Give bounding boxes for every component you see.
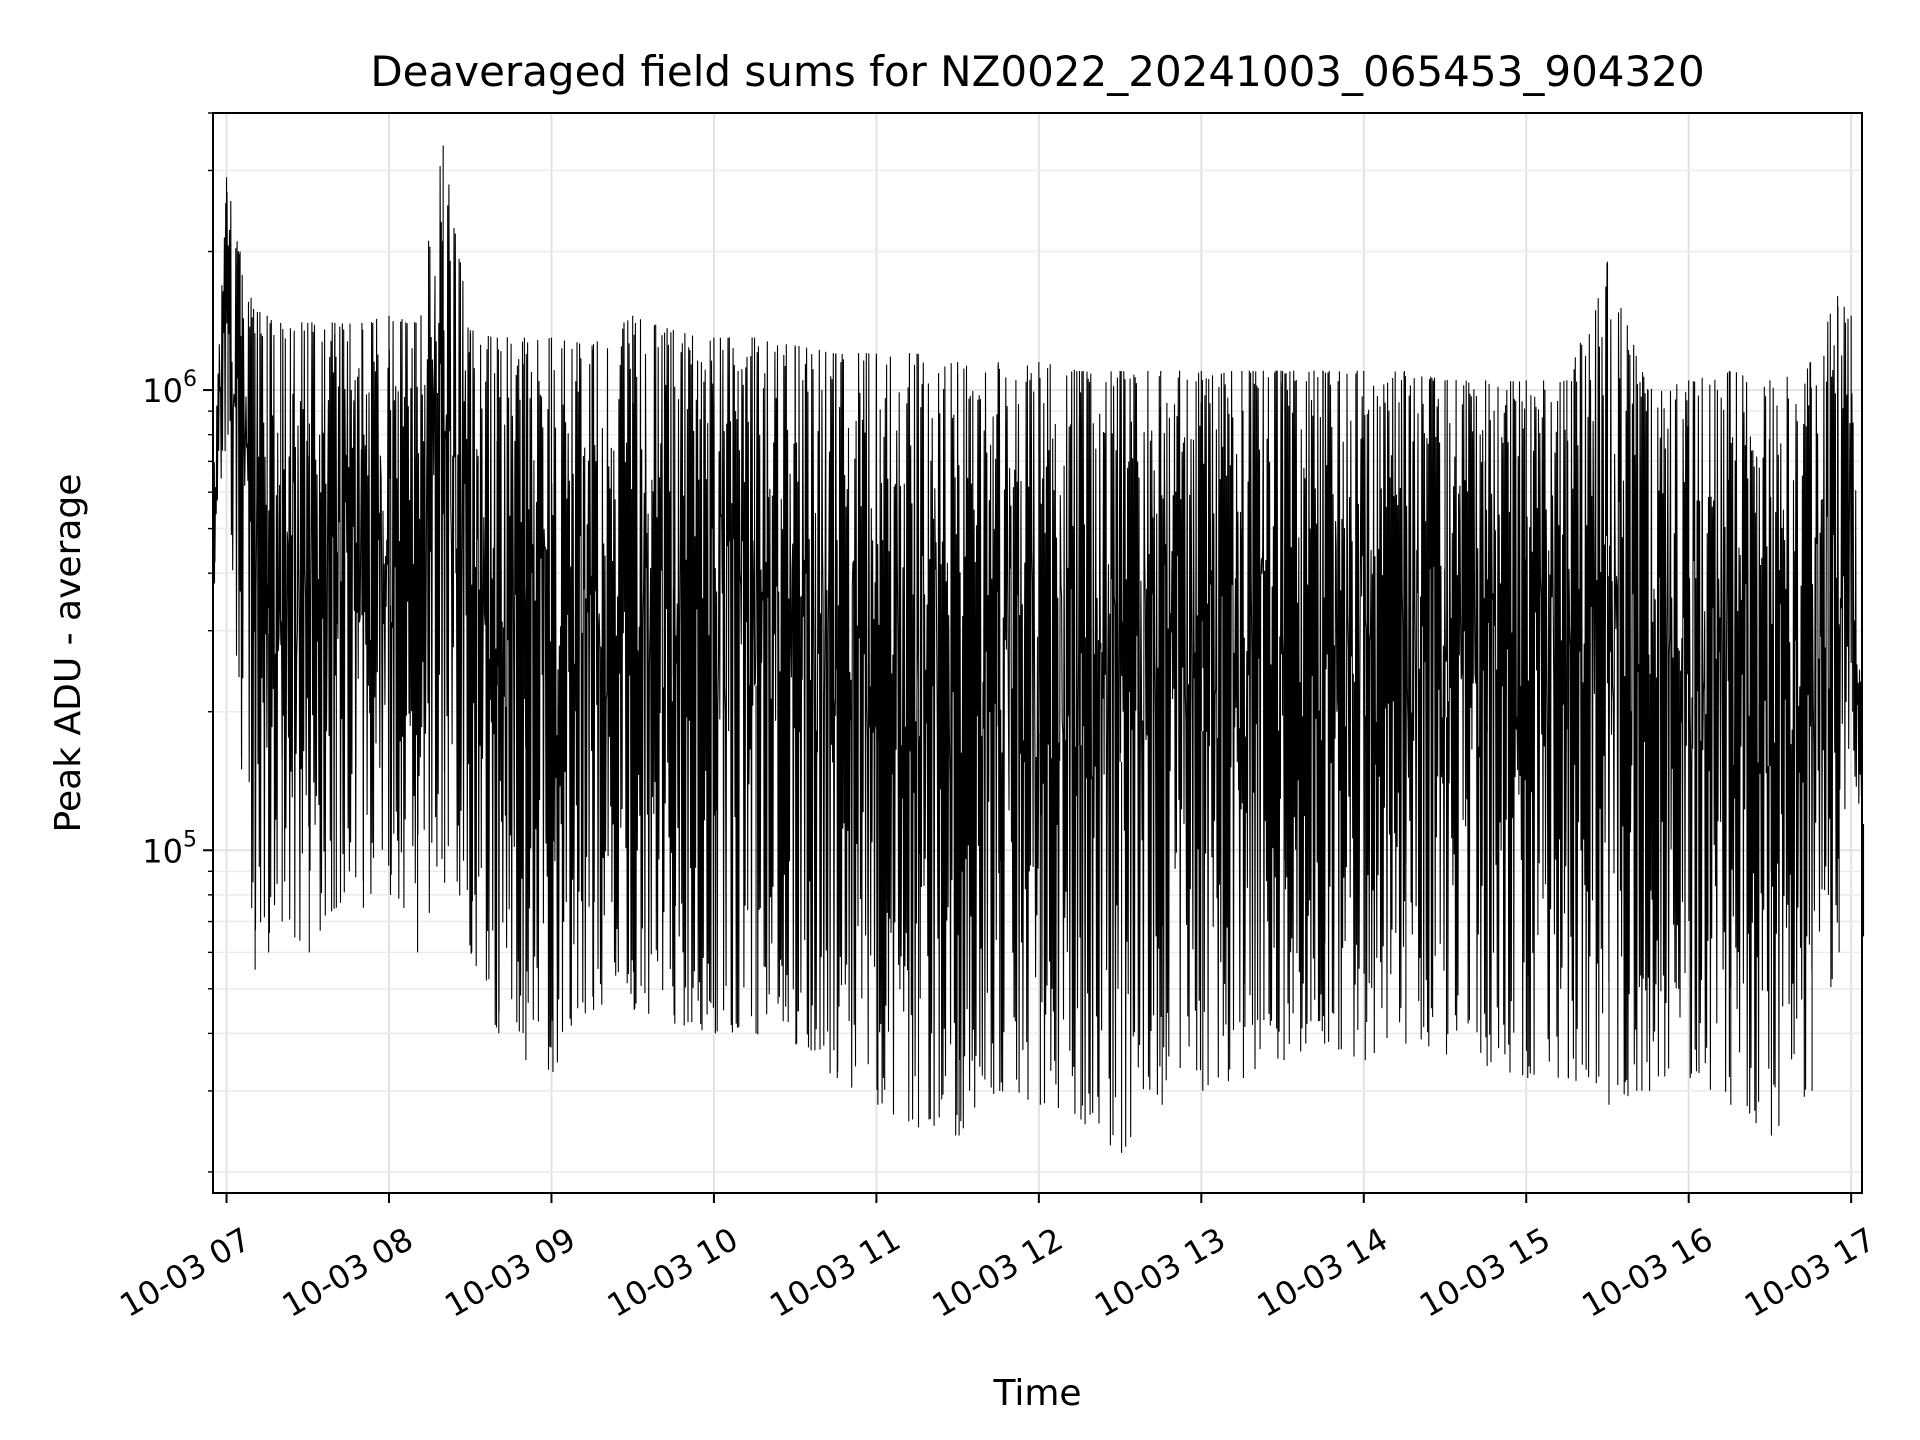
x-tick-label: 10-03 10 <box>601 1220 745 1325</box>
x-tick-label: 10-03 07 <box>113 1220 257 1325</box>
y-tick-base: 10 <box>142 832 183 870</box>
x-tick-label: 10-03 09 <box>438 1220 582 1325</box>
plot-frame <box>212 112 1863 1194</box>
x-tick-label: 10-03 13 <box>1088 1220 1232 1325</box>
y-tick-label: 106 <box>142 367 197 410</box>
x-tick-label: 10-03 16 <box>1576 1220 1720 1325</box>
chart-title: Deaveraged field sums for NZ0022_2024100… <box>370 47 1704 96</box>
x-axis-label: Time <box>992 1373 1081 1414</box>
x-tick-label: 10-03 08 <box>276 1220 420 1325</box>
x-axis-ticks: 10-03 07 10-03 08 10-03 09 10-03 10 10-03 11… <box>113 1193 1882 1325</box>
x-tick-label: 10-03 11 <box>763 1220 907 1325</box>
y-tick-exponent: 6 <box>183 367 197 392</box>
x-tick-label: 10-03 12 <box>926 1220 1070 1325</box>
x-tick-label: 10-03 14 <box>1251 1220 1395 1325</box>
y-tick-base: 10 <box>142 372 183 410</box>
y-tick-label: 105 <box>142 827 197 870</box>
y-tick-exponent: 5 <box>183 827 197 852</box>
y-axis-label: Peak ADU - average <box>48 474 89 833</box>
x-tick-label: 10-03 15 <box>1413 1220 1557 1325</box>
x-tick-label: 10-03 17 <box>1738 1220 1882 1325</box>
series-line <box>212 165 1863 1147</box>
series-layer <box>212 145 1865 1153</box>
